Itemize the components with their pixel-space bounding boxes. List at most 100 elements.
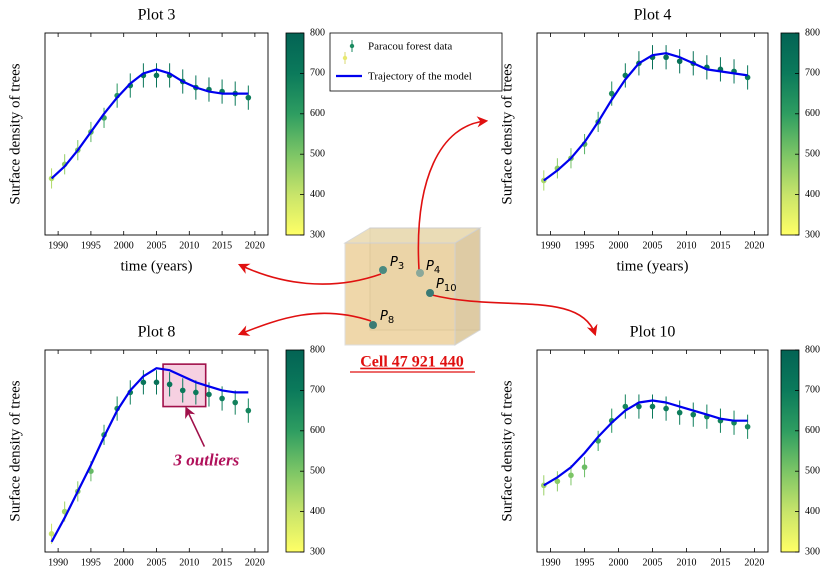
colorbar-tick-label: 600 xyxy=(310,425,325,436)
x-tick-label: 2020 xyxy=(245,557,265,568)
data-point xyxy=(245,407,252,414)
colorbar-tick-label: 500 xyxy=(310,465,325,476)
x-tick-label: 1995 xyxy=(575,240,595,251)
data-point xyxy=(140,379,147,386)
x-tick-label: 2005 xyxy=(147,240,167,251)
data-point xyxy=(649,403,656,410)
model-line xyxy=(543,52,748,182)
model-line xyxy=(50,68,249,180)
index: 4 xyxy=(434,265,440,276)
arrows xyxy=(237,116,598,337)
data-point xyxy=(232,399,239,406)
data-point xyxy=(193,389,199,396)
cell-point-label: P3 xyxy=(390,255,404,273)
legend-marker xyxy=(342,55,348,61)
data-point xyxy=(622,403,629,410)
colorbar-tick-label: 400 xyxy=(310,189,325,200)
colorbar-tick-label: 800 xyxy=(310,27,325,38)
x-tick-label: 2000 xyxy=(609,240,629,251)
cell-point xyxy=(426,289,434,297)
y-axis-label: Surface density of trees xyxy=(499,380,515,521)
colorbar-tick-label: 300 xyxy=(805,546,820,557)
data-point xyxy=(568,472,574,479)
colorbar-tick-label: 500 xyxy=(805,148,820,159)
x-tick-label: 2010 xyxy=(179,240,199,251)
colorbar-tick-label: 700 xyxy=(310,385,325,396)
x-tick-label: 1990 xyxy=(541,240,561,251)
x-axis-label: time (years) xyxy=(616,258,688,274)
colorbar xyxy=(285,349,305,553)
x-tick-label: 1990 xyxy=(48,240,68,251)
x-tick-label: 2000 xyxy=(114,240,134,251)
index: 3 xyxy=(398,261,404,272)
x-tick-label: 1990 xyxy=(48,557,68,568)
plot-frame xyxy=(536,349,769,553)
data-point xyxy=(663,54,669,61)
legend: Paracou forest data Trajectory of the mo… xyxy=(329,32,503,92)
colorbar-tick-label: 500 xyxy=(310,148,325,159)
cell-point xyxy=(416,269,424,277)
cell-point-label: P8 xyxy=(380,309,394,327)
legend-marker xyxy=(349,43,355,49)
data-point xyxy=(676,409,683,416)
colorbar-tick-label: 400 xyxy=(310,506,325,517)
data-point xyxy=(581,464,588,470)
model-line xyxy=(50,367,249,543)
cell-point-label: P10 xyxy=(436,277,457,295)
arrow xyxy=(237,312,372,336)
colorbar-tick-label: 600 xyxy=(310,108,325,119)
x-tick-label: 2005 xyxy=(643,240,663,251)
data-point xyxy=(206,391,212,398)
colorbar-tick-label: 800 xyxy=(805,27,820,38)
arrow xyxy=(417,116,489,271)
colorbar-tick-label: 300 xyxy=(310,229,325,240)
symbol: P xyxy=(390,255,398,270)
cube xyxy=(343,227,482,346)
colorbar-tick-label: 700 xyxy=(805,385,820,396)
data-point xyxy=(153,72,160,79)
x-tick-label: 2015 xyxy=(212,557,232,568)
x-tick-label: 2010 xyxy=(676,240,696,251)
x-tick-label: 2015 xyxy=(710,240,730,251)
data-point xyxy=(245,94,252,101)
colorbar-tick-label: 600 xyxy=(805,108,820,119)
x-tick-label: 2005 xyxy=(147,557,167,568)
x-tick-label: 1990 xyxy=(541,557,561,568)
data-point xyxy=(219,395,225,402)
x-tick-label: 2000 xyxy=(114,557,134,568)
chart-title: Plot 4 xyxy=(634,7,672,24)
data-point xyxy=(663,405,669,412)
data-point xyxy=(554,478,561,485)
arrow xyxy=(237,263,382,285)
data-point xyxy=(608,90,615,97)
annotation-arrow xyxy=(185,406,206,447)
colorbar-tick-label: 600 xyxy=(805,425,820,436)
x-tick-label: 2010 xyxy=(179,557,199,568)
data-point xyxy=(676,58,683,65)
x-axis-label: time (years) xyxy=(120,258,192,274)
colorbar xyxy=(780,349,800,553)
y-axis-label: Surface density of trees xyxy=(7,63,23,204)
cell-point-label: P4 xyxy=(426,259,440,277)
cube-front xyxy=(344,242,456,346)
symbol: P xyxy=(380,309,388,324)
annotation-text: 3 outliers xyxy=(173,450,240,469)
chart-title: Plot 3 xyxy=(138,7,176,24)
x-tick-label: 2020 xyxy=(744,240,764,251)
x-tick-label: 1995 xyxy=(575,557,595,568)
x-tick-label: 1995 xyxy=(81,240,101,251)
x-tick-label: 1995 xyxy=(81,557,101,568)
data-point xyxy=(179,387,186,394)
data-point xyxy=(153,379,160,386)
symbol: P xyxy=(426,259,434,274)
x-tick-label: 2000 xyxy=(609,557,629,568)
chart-title: Plot 10 xyxy=(630,324,676,341)
colorbar-tick-label: 700 xyxy=(310,68,325,79)
data-point xyxy=(48,531,55,537)
index: 10 xyxy=(444,283,457,294)
x-tick-label: 2015 xyxy=(212,240,232,251)
colorbar-tick-label: 300 xyxy=(310,546,325,557)
cell-caption: Cell 47 921 440 xyxy=(360,354,464,371)
colorbar xyxy=(285,32,305,236)
